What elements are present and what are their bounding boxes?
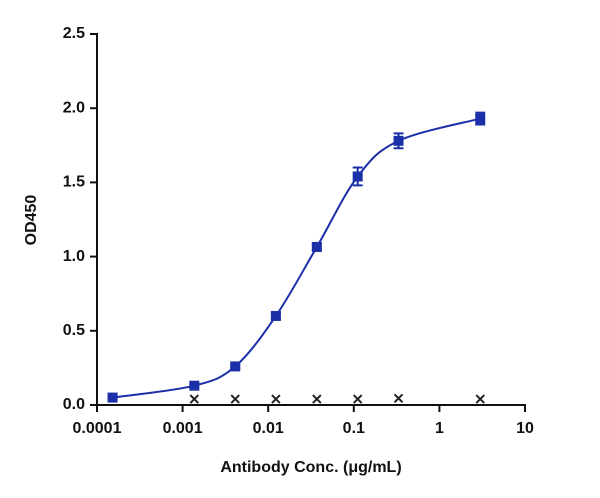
data-point: [475, 394, 485, 404]
y-tick-label: 0.5: [63, 322, 85, 339]
data-point: [270, 310, 281, 321]
y-tick-label: 2.5: [63, 25, 85, 42]
data-point: [312, 394, 322, 404]
data-point: [393, 393, 404, 404]
data-point: [352, 171, 363, 182]
x-tick-label: 0.0001: [73, 420, 122, 437]
data-point: [271, 394, 281, 404]
y-tick-label: 0.0: [63, 396, 85, 413]
data-point: [230, 361, 241, 372]
data-point: [311, 241, 322, 252]
data-point: [475, 113, 486, 124]
y-axis-title: OD450: [23, 195, 40, 246]
fit-curve: [112, 117, 481, 399]
x-tick-label: 0.01: [253, 420, 284, 437]
data-point: [107, 392, 118, 403]
y-tick-label: 2.0: [63, 99, 85, 116]
data-point: [189, 394, 200, 404]
y-tick-label: 1.5: [63, 174, 85, 191]
x-tick-label: 0.1: [343, 420, 365, 437]
data-point: [393, 135, 404, 146]
x-tick-label: 10: [516, 420, 534, 437]
x-tick-label: 1: [435, 420, 444, 437]
y-tick-label: 1.0: [63, 248, 85, 265]
x-axis-title: Antibody Conc. (μg/mL): [220, 459, 401, 476]
x-tick-label: 0.001: [163, 420, 203, 437]
data-point: [352, 394, 363, 404]
data-point: [230, 394, 240, 404]
data-point: [189, 380, 200, 391]
